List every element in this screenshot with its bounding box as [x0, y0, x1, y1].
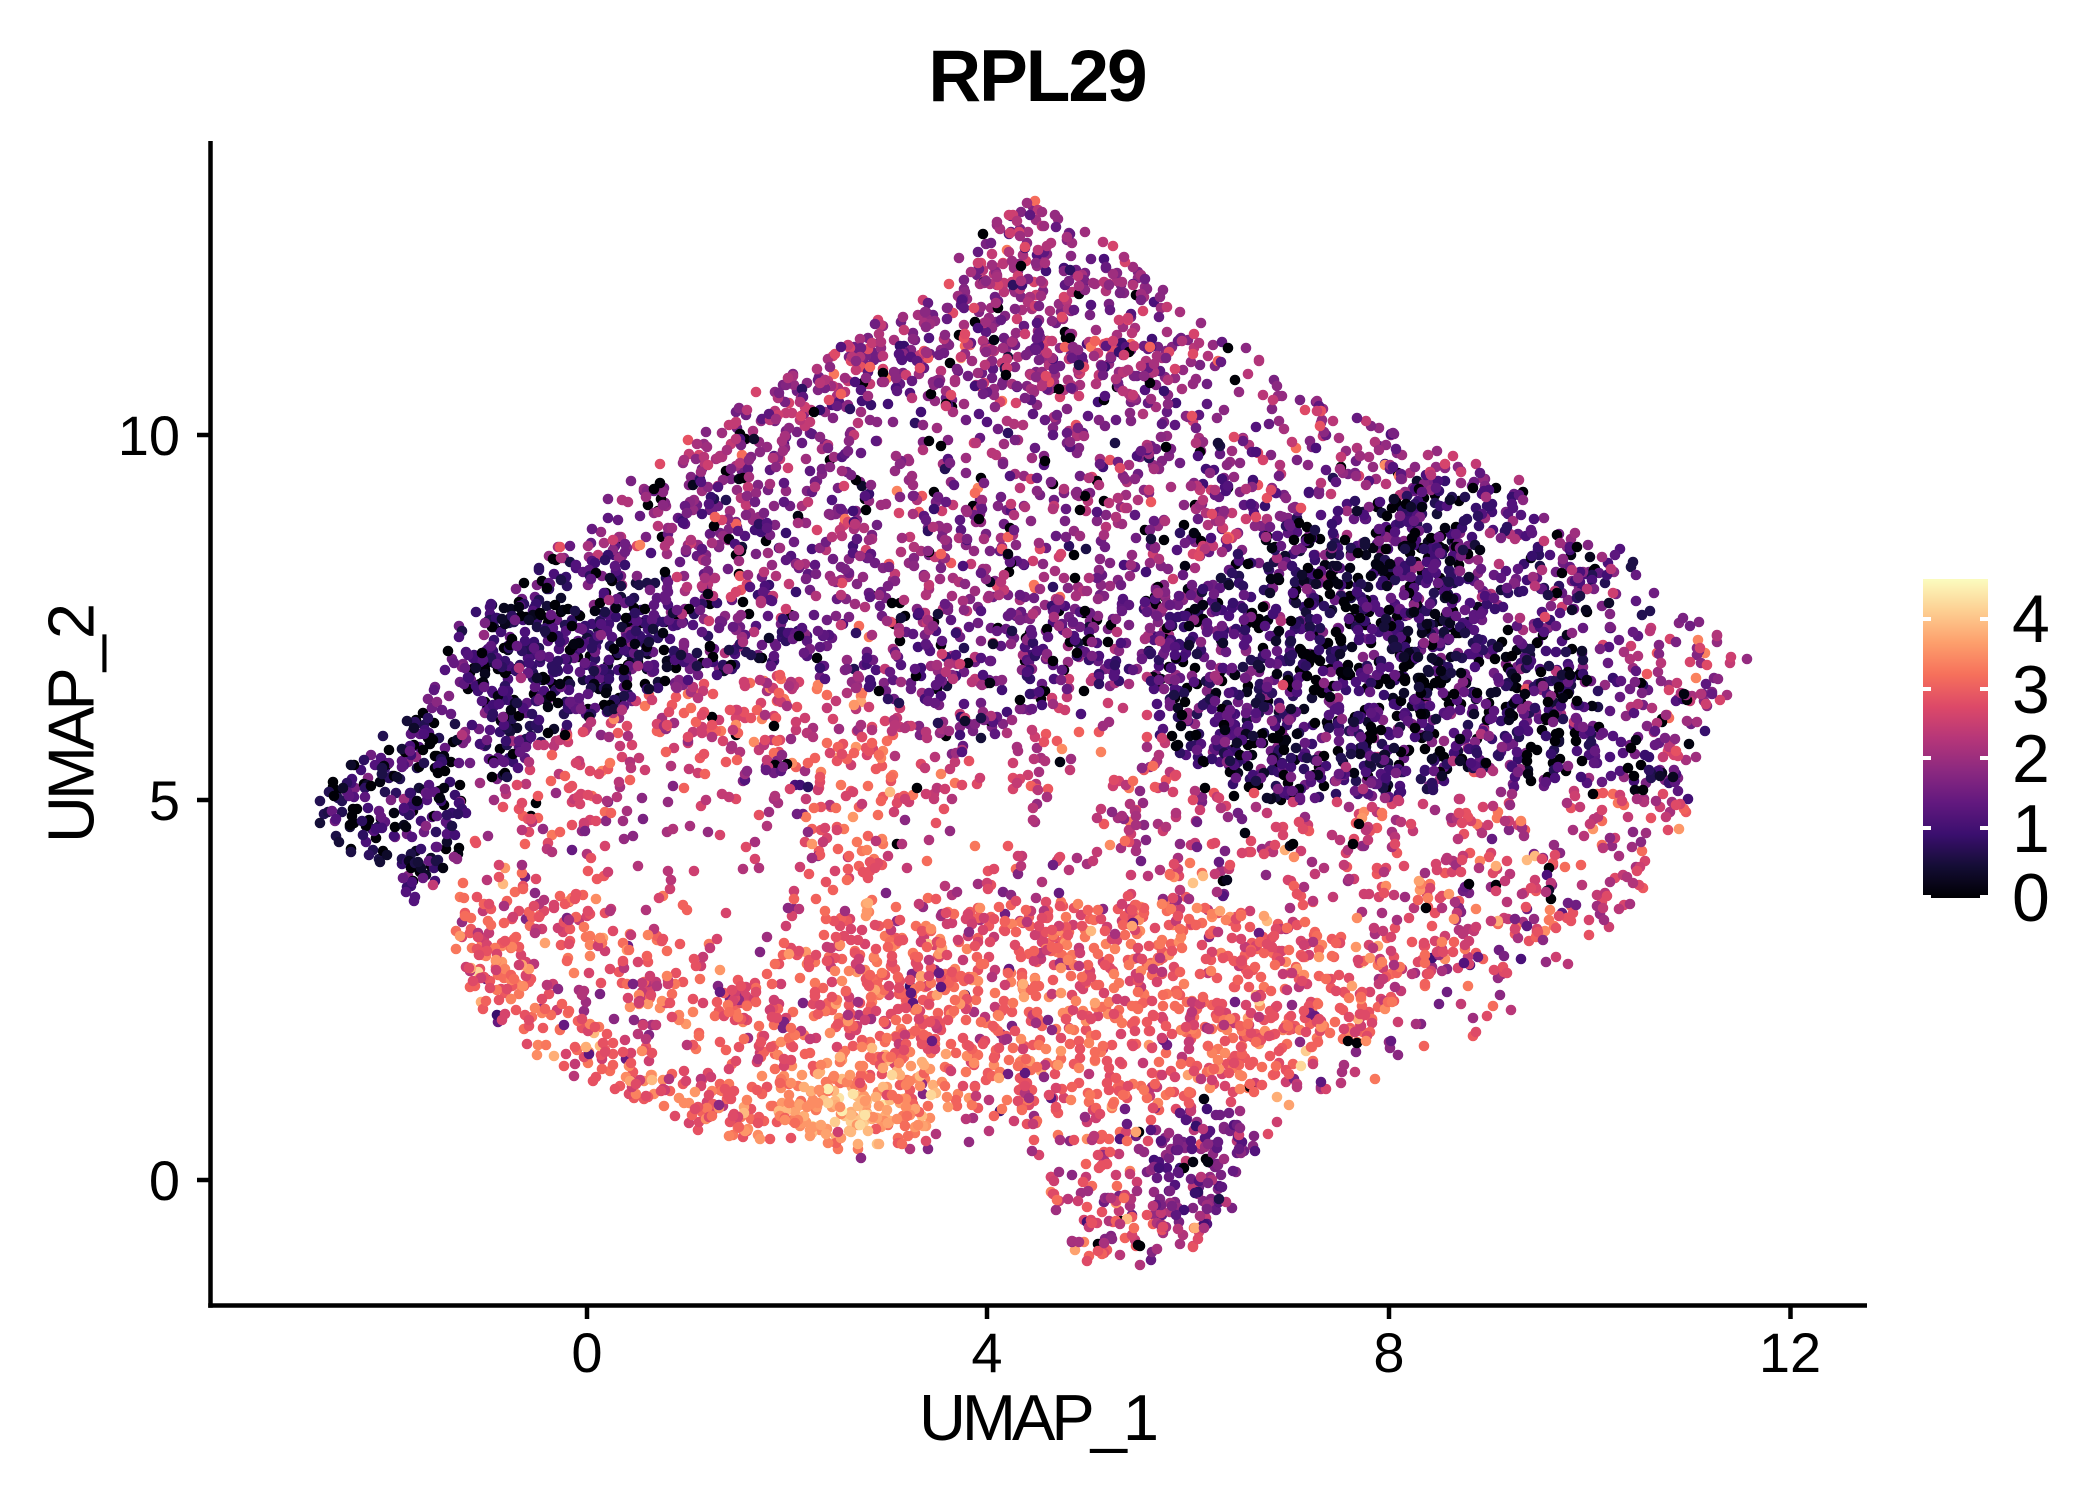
- svg-text:12: 12: [1759, 1321, 1821, 1384]
- svg-text:UMAP_2: UMAP_2: [35, 606, 108, 843]
- svg-text:10: 10: [118, 404, 180, 467]
- svg-text:UMAP_1: UMAP_1: [919, 1381, 1156, 1454]
- svg-text:4: 4: [2012, 581, 2050, 657]
- svg-text:8: 8: [1373, 1321, 1404, 1384]
- svg-text:4: 4: [971, 1321, 1002, 1384]
- svg-text:1: 1: [2012, 791, 2050, 867]
- svg-text:2: 2: [2012, 721, 2050, 797]
- svg-text:3: 3: [2012, 652, 2050, 728]
- svg-text:0: 0: [149, 1149, 180, 1212]
- svg-text:0: 0: [571, 1321, 602, 1384]
- svg-text:0: 0: [2012, 860, 2050, 936]
- svg-text:RPL29: RPL29: [928, 36, 1145, 117]
- svg-text:5: 5: [149, 769, 180, 832]
